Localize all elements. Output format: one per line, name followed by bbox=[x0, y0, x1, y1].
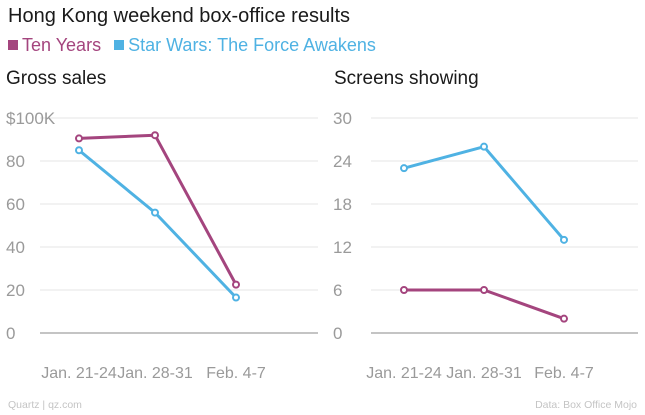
footer-source-left: Quartz | qz.com bbox=[8, 399, 82, 411]
panel-1-point-star-wars bbox=[232, 293, 240, 302]
panel-1-x-tick-label: Jan. 28-31 bbox=[117, 365, 193, 382]
panel-2-x-tick-label: Feb. 4-7 bbox=[534, 365, 594, 382]
panel-2-y-tick-label: 12 bbox=[333, 238, 352, 257]
legend-item-star-wars: Star Wars: The Force Awakens bbox=[114, 35, 376, 56]
panel-2-point-star-wars bbox=[480, 142, 488, 151]
panel-1-y-tick-label: 0 bbox=[6, 324, 15, 343]
panel-2-y-tick-label: 30 bbox=[333, 109, 352, 128]
panel-1-point-ten-years bbox=[232, 280, 240, 289]
panel-2-point-star-wars bbox=[560, 235, 568, 244]
panel-1-title: Gross sales bbox=[6, 68, 106, 89]
panel-2-point-star-wars bbox=[400, 164, 408, 173]
panel-1-y-tick-label: 80 bbox=[6, 152, 25, 171]
panel-2-x-tick-label: Jan. 21-24 bbox=[366, 365, 442, 382]
footer-source-right: Data: Box Office Mojo bbox=[535, 399, 637, 411]
panel-2-x-tick-label: Jan. 28-31 bbox=[446, 365, 522, 382]
panel-1-y-tick-label: 20 bbox=[6, 281, 25, 300]
panel-1-x-tick-label: Feb. 4-7 bbox=[206, 365, 266, 382]
legend-label-ten-years: Ten Years bbox=[22, 35, 102, 55]
legend-item-ten-years: Ten Years bbox=[8, 35, 101, 56]
legend: Ten Years Star Wars: The Force Awakens bbox=[8, 35, 384, 56]
panel-1-y-tick-label: 40 bbox=[6, 238, 25, 257]
panel-2-point-ten-years bbox=[560, 314, 568, 323]
legend-swatch-ten-years bbox=[8, 40, 18, 50]
panel-1-point-ten-years bbox=[75, 134, 83, 143]
panel-2-point-ten-years bbox=[480, 286, 488, 294]
panel-1-y-tick-label: 60 bbox=[6, 195, 25, 214]
panel-2-y-tick-label: 24 bbox=[333, 152, 352, 171]
panel-2-y-tick-label: 0 bbox=[333, 324, 342, 343]
panel-1-line-star-wars bbox=[77, 148, 238, 300]
panel-1-y-tick-label: $100K bbox=[6, 109, 56, 128]
panel-2-title: Screens showing bbox=[334, 68, 479, 89]
panel-1-x-tick-label: Jan. 21-24 bbox=[41, 365, 117, 382]
panel-2-point-ten-years bbox=[400, 286, 408, 294]
legend-swatch-star-wars bbox=[114, 40, 125, 50]
panel-1-point-star-wars bbox=[151, 208, 159, 217]
panel-2-y-tick-label: 18 bbox=[333, 195, 352, 214]
panel-1-point-ten-years bbox=[151, 131, 159, 140]
legend-label-star-wars: Star Wars: The Force Awakens bbox=[128, 35, 376, 55]
panel-1-point-star-wars bbox=[75, 146, 83, 155]
panel-2-line-ten-years bbox=[402, 288, 566, 321]
panel-2-y-tick-label: 6 bbox=[333, 281, 342, 300]
chart-title: Hong Kong weekend box-office results bbox=[8, 5, 351, 27]
